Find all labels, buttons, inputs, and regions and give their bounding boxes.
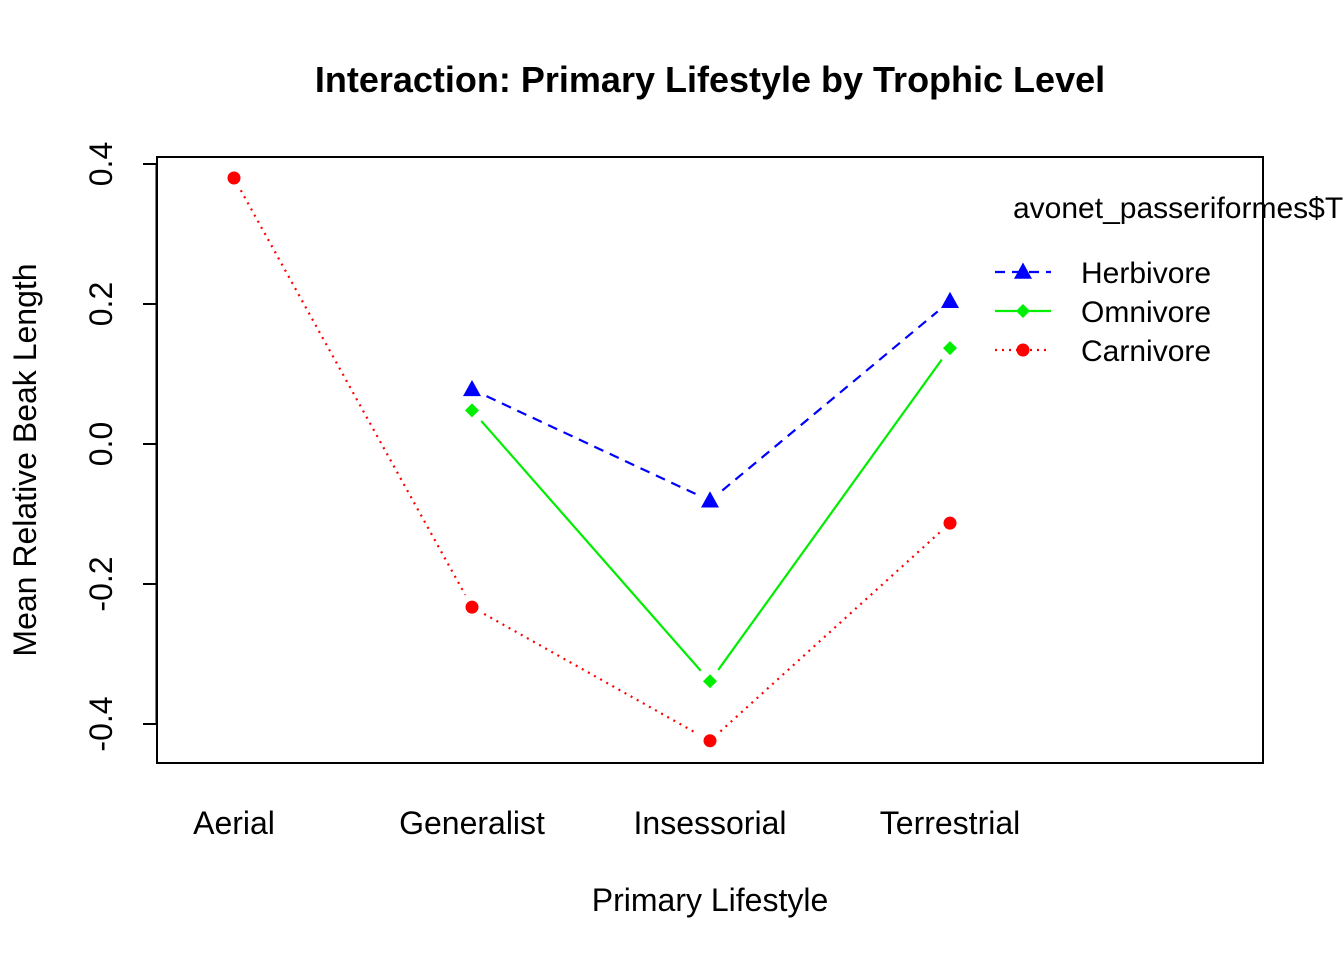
series-omnivore <box>465 341 957 689</box>
series-carnivore <box>227 171 957 748</box>
data-point <box>227 171 241 185</box>
data-point <box>941 291 959 308</box>
data-point <box>465 600 479 614</box>
legend-item-carnivore: Carnivore <box>995 335 1211 368</box>
series-line-segment <box>239 189 467 596</box>
y-tick-label: 0.2 <box>83 282 119 326</box>
legend-item-herbivore: Herbivore <box>995 257 1211 290</box>
x-axis: Aerial Generalist Insessorial Terrestrial <box>193 805 1020 841</box>
legend-title: avonet_passeriformes$T <box>1013 192 1343 225</box>
x-tick-label: Aerial <box>193 805 275 841</box>
data-point <box>463 379 481 397</box>
series-line-segment <box>480 420 702 672</box>
legend-marker <box>1016 304 1030 318</box>
x-tick-label: Terrestrial <box>880 805 1020 841</box>
y-tick-label: -0.4 <box>83 696 119 751</box>
series-line-segment <box>717 358 943 671</box>
y-tick-label: 0.4 <box>83 142 119 186</box>
x-axis-label: Primary Lifestyle <box>592 882 829 918</box>
data-point <box>943 516 957 530</box>
legend-marker <box>1016 343 1030 357</box>
series-line-segment <box>719 531 941 733</box>
legend-label: Omnivore <box>1081 296 1211 329</box>
series-line-segment <box>486 395 696 495</box>
series-line-segment <box>483 612 699 735</box>
data-point <box>703 734 717 748</box>
legend: avonet_passeriformes$T Herbivore Omnivore… <box>995 192 1343 368</box>
data-point <box>701 491 719 508</box>
plot-box <box>156 156 1264 764</box>
y-axis: -0.4 -0.2 0.0 0.2 0.4 <box>83 142 158 752</box>
data-point <box>465 403 479 418</box>
legend-item-omnivore: Omnivore <box>995 296 1211 329</box>
y-axis-label: Mean Relative Beak Length <box>7 263 43 656</box>
series-line-segment <box>721 310 939 492</box>
data-point <box>943 341 957 356</box>
data-point <box>703 674 717 689</box>
legend-label: Carnivore <box>1081 335 1211 368</box>
series-layer <box>227 171 959 748</box>
legend-marker <box>1014 262 1032 279</box>
y-tick-label: 0.0 <box>83 422 119 466</box>
y-tick-label: -0.2 <box>83 556 119 611</box>
legend-label: Herbivore <box>1081 257 1211 290</box>
chart-title: Interaction: Primary Lifestyle by Trophi… <box>315 59 1105 100</box>
series-herbivore <box>463 291 959 508</box>
x-tick-label: Generalist <box>399 805 545 841</box>
x-tick-label: Insessorial <box>634 805 787 841</box>
